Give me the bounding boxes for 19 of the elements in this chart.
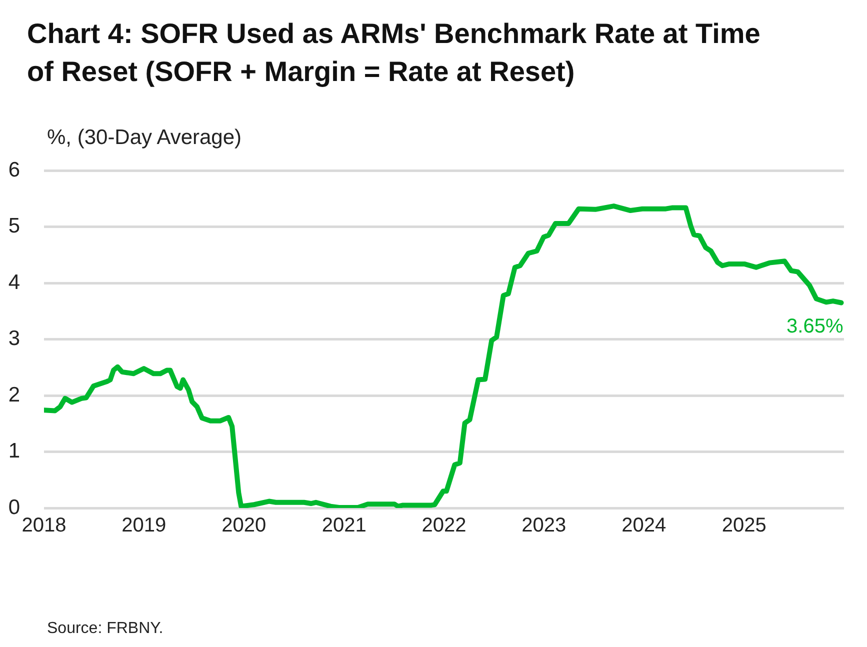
y-tick-label: 1 [8, 440, 20, 463]
x-tick-label: 2021 [322, 514, 366, 537]
x-tick-label: 2020 [222, 514, 266, 537]
y-tick-label: 2 [8, 383, 20, 406]
chart-title: Chart 4: SOFR Used as ARMs' Benchmark Rate at Time of Reset (SOFR + Margin = Rate at Reset) [27, 17, 762, 89]
annotation: 3.65% [786, 315, 844, 338]
x-tick-label: 2023 [522, 514, 566, 537]
source-note: Source: FRBNY. [47, 620, 164, 638]
x-tick-label: 2018 [22, 514, 66, 537]
x-tick-label: 2022 [422, 514, 466, 537]
x-tick-label: 2019 [122, 514, 166, 537]
y-tick-label: 0 [8, 496, 20, 519]
y-tick-label: 6 [8, 158, 20, 182]
y-tick-label: 4 [8, 270, 20, 294]
x-tick-label: 2025 [722, 514, 766, 537]
y-tick-label: 5 [8, 214, 20, 238]
x-tick-label: 2024 [622, 514, 666, 537]
y-tick-label: 3 [8, 327, 20, 350]
y-axis-title: %, (30-Day Average) [47, 126, 242, 150]
